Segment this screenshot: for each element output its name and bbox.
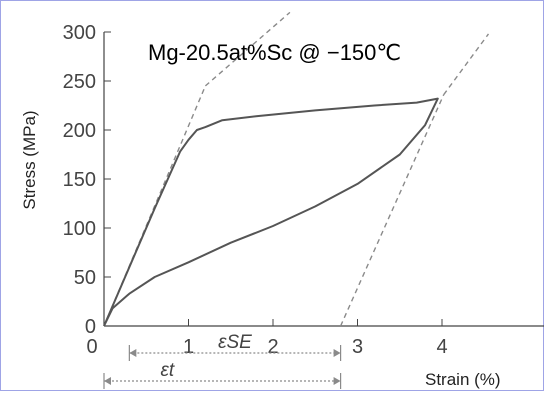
series <box>103 97 439 327</box>
x-tick-label: 2 <box>267 336 278 358</box>
x-tick-label: 4 <box>436 336 447 358</box>
dashed-guide-line <box>339 94 445 327</box>
x-axis-title: Strain (%) <box>425 370 501 389</box>
x-tick-label: 1 <box>183 336 194 358</box>
span-label: εt <box>160 360 174 381</box>
y-tick-label: 200 <box>63 120 96 142</box>
span-arrow-head <box>333 377 341 385</box>
span-arrow-head <box>333 349 341 357</box>
y-tick-label: 250 <box>63 71 96 93</box>
dashed-guide-line <box>443 33 490 96</box>
series-line <box>103 97 439 327</box>
dashed-guide-line <box>103 85 207 327</box>
axes <box>103 32 544 327</box>
y-tick-label: 100 <box>63 218 96 240</box>
y-axis-title: Stress (MPa) <box>20 110 39 209</box>
span-arrow-head <box>129 349 137 357</box>
y-tick-label: 50 <box>74 267 96 289</box>
span-label: εSE <box>218 332 252 353</box>
tick-labels: 0 50 100 150 200 250 300 0 1 2 3 4 <box>63 22 448 358</box>
y-tick-label: 300 <box>63 22 96 44</box>
span-arrow-head <box>104 377 111 385</box>
x-tick-label: 3 <box>352 336 363 358</box>
annotations: εSE εt <box>103 332 342 389</box>
y-tick-label: 150 <box>63 169 96 191</box>
y-tick-label: 0 <box>85 316 96 338</box>
dashed-guide-line <box>204 11 291 87</box>
x-tick-label: 0 <box>86 336 97 358</box>
chart-title: Mg-20.5at%Sc @ −150℃ <box>148 40 401 65</box>
dashed-guides <box>103 11 490 327</box>
